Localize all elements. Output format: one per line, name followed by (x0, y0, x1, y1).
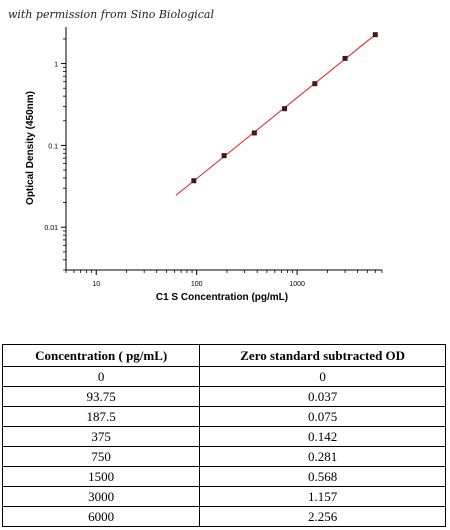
table-row: 187.5 0.075 (1, 406, 446, 427)
y-tick-label: 0.01 (44, 225, 58, 232)
chart-series (175, 32, 378, 196)
data-point-marker (282, 106, 288, 112)
y-tick-label: 0.1 (48, 143, 58, 150)
concentration-cell: 3000 (1, 486, 201, 507)
y-tick-label: 1 (54, 62, 58, 69)
od-cell: 0.281 (199, 446, 446, 467)
concentration-cell: 93.75 (1, 386, 201, 407)
table-row: 93.75 0.037 (1, 386, 446, 407)
chart-axes (65, 27, 382, 271)
fit-line (175, 34, 376, 196)
data-point-marker (191, 178, 197, 184)
od-cell: 1.157 (199, 486, 446, 507)
concentration-cell: 375 (1, 426, 201, 447)
data-point-marker (221, 153, 227, 159)
table-row: 750 0.281 (1, 446, 446, 467)
x-tick-label: 100 (191, 281, 203, 288)
data-point-marker (342, 55, 348, 61)
table-row: 1500 0.568 (1, 466, 446, 487)
od-cell: 0.142 (199, 426, 446, 447)
od-cell: 0.075 (199, 406, 446, 427)
x-tick-label: 10 (92, 281, 100, 288)
concentration-cell: 6000 (1, 506, 201, 527)
od-cell: 0.037 (199, 386, 446, 407)
x-axis-label: C1 S Concentration (pg/mL) (156, 292, 288, 303)
standard-curve-chart: 10 100 1000 0.01 0.1 1 C1 S Concentration (pg… (25, 27, 383, 303)
x-tick-label: 1000 (289, 281, 305, 288)
column-header-od: Zero standard subtracted OD (199, 344, 446, 367)
chart-ticks: 10 100 1000 0.01 0.1 1 (44, 38, 383, 288)
od-cell: 2.256 (199, 506, 446, 527)
table-header-row: Concentration ( pg/mL) Zero standard sub… (1, 344, 446, 367)
permission-note: with permission from Sino Biological (8, 8, 215, 21)
table-row: 0 0 (1, 366, 446, 387)
od-cell: 0.568 (199, 466, 446, 487)
table-row: 375 0.142 (1, 426, 446, 447)
standard-data-table: Concentration ( pg/mL) Zero standard sub… (1, 344, 446, 527)
concentration-cell: 0 (1, 366, 201, 387)
concentration-cell: 750 (1, 446, 201, 467)
od-cell: 0 (199, 366, 446, 387)
data-point-marker (372, 32, 378, 38)
concentration-cell: 1500 (1, 466, 201, 487)
table-row: 6000 2.256 (1, 506, 446, 527)
data-point-marker (312, 81, 318, 87)
table-row: 3000 1.157 (1, 486, 446, 507)
column-header-concentration: Concentration ( pg/mL) (1, 344, 201, 367)
y-axis-label: Optical Density (450nm) (25, 91, 36, 205)
data-point-marker (251, 130, 257, 136)
concentration-cell: 187.5 (1, 406, 201, 427)
